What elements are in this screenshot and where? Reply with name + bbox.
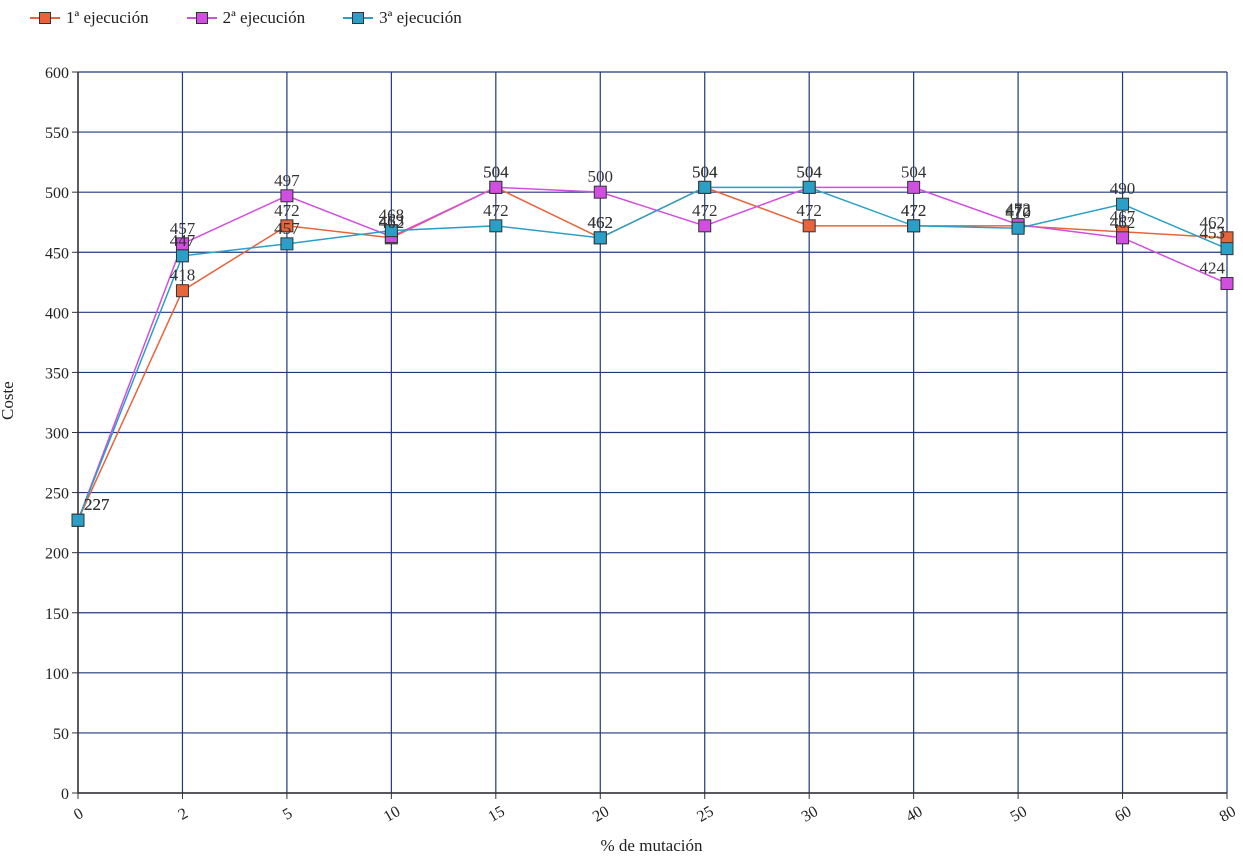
series-3-point (71, 513, 85, 527)
legend-item-series-2: 2ª ejecución (186, 8, 306, 28)
series-3-line (77, 186, 1228, 521)
legend-swatch-series-3 (343, 10, 374, 26)
legend-label-series-2: 2ª ejecución (222, 8, 306, 27)
series-2-data-label: 227 (84, 495, 110, 514)
series-3-data-label: 453 (1200, 224, 1226, 243)
series-3-point (489, 219, 503, 233)
y-tick-label: 100 (45, 666, 69, 683)
x-axis-title: % de mutación (600, 836, 703, 855)
series-3-data-label: 470 (1005, 203, 1031, 222)
series-2-point (1116, 231, 1130, 245)
series-2-data-label: 462 (1110, 213, 1136, 232)
series-1-data-label: 472 (901, 201, 927, 220)
y-tick-label: 600 (45, 65, 69, 82)
series-1-data-label: 418 (170, 266, 196, 285)
y-tick-label: 500 (45, 185, 69, 202)
series-2-data-label: 472 (692, 201, 718, 220)
series-2-point (698, 219, 712, 233)
series-3-point (1116, 197, 1130, 211)
series-2-point (1220, 276, 1234, 290)
series-2-data-label: 504 (483, 162, 509, 181)
series-1-data-label: 472 (1005, 201, 1031, 220)
x-tick-label: 20 (590, 803, 612, 826)
x-tick-label: 25 (694, 803, 716, 826)
series-2-data-label: 504 (796, 162, 822, 181)
series-1-line (77, 186, 1228, 521)
legend-swatch-series-1 (30, 10, 60, 26)
series-2-data-label: 497 (274, 171, 300, 190)
series-2-point (593, 185, 607, 199)
y-tick-label: 50 (53, 726, 69, 743)
series-1-data-label: 462 (379, 213, 405, 232)
legend-item-series-1: 1ª ejecución (30, 8, 149, 28)
series-3-point (698, 180, 712, 194)
series-3-point (280, 237, 294, 251)
series-3-point (384, 224, 398, 238)
series-3-point (1011, 221, 1025, 235)
series-3-data-label: 490 (1110, 179, 1136, 198)
series-2-point (280, 189, 294, 203)
series-3-data-label: 447 (170, 231, 196, 250)
x-tick-label: 10 (381, 803, 403, 826)
series-2-line (77, 186, 1228, 521)
series-3-point (175, 249, 189, 263)
y-tick-label: 0 (61, 786, 69, 803)
series-2-data-label: 457 (170, 219, 196, 238)
series-3-data-label: 468 (379, 206, 405, 225)
y-tick-label: 350 (45, 365, 69, 382)
series-1-data-label: 227 (84, 495, 110, 514)
x-tick-label: 50 (1008, 803, 1030, 826)
series-2-data-label: 424 (1200, 258, 1226, 277)
series-1-data-label: 462 (588, 213, 614, 232)
y-tick-label: 550 (45, 125, 69, 142)
legend-label-series-3: 3ª ejecución (379, 8, 462, 27)
legend-item-series-3: 3ª ejecución (343, 8, 462, 28)
y-tick-label: 200 (45, 546, 69, 563)
x-tick-label: 0 (71, 805, 86, 824)
series-3-data-label: 462 (588, 213, 614, 232)
y-axis-title: Coste (0, 381, 17, 420)
series-3-data-label: 472 (901, 201, 927, 220)
series-1-data-label: 504 (483, 162, 509, 181)
y-tick-label: 250 (45, 486, 69, 503)
series-1-point (175, 284, 189, 298)
y-tick-label: 300 (45, 426, 69, 443)
series-3-point (907, 219, 921, 233)
legend: 1ª ejecución 2ª ejecución 3ª ejecución (30, 8, 462, 28)
series-3-point (802, 180, 816, 194)
series-1-data-label: 467 (1110, 207, 1136, 226)
series-2-data-label: 463 (379, 212, 405, 231)
series-2-data-label: 473 (1005, 200, 1031, 219)
y-tick-label: 400 (45, 305, 69, 322)
series-1-data-label: 462 (1200, 213, 1226, 232)
series-2-point (907, 180, 921, 194)
series-3-data-label: 227 (84, 495, 110, 514)
x-tick-label: 30 (799, 803, 821, 826)
x-tick-label: 40 (903, 803, 925, 826)
series-1-point (280, 219, 294, 233)
series-3-data-label: 472 (483, 201, 509, 220)
series-2-data-label: 500 (588, 167, 614, 186)
series-2-point (489, 180, 503, 194)
series-3-point (593, 231, 607, 245)
series-1-data-label: 504 (692, 162, 718, 181)
series-1-data-label: 472 (796, 201, 822, 220)
legend-label-series-1: 1ª ejecución (66, 8, 149, 27)
legend-swatch-series-2 (186, 10, 217, 26)
x-tick-label: 2 (175, 805, 190, 824)
y-tick-label: 450 (45, 245, 69, 262)
series-3-data-label: 457 (274, 219, 300, 238)
y-tick-label: 150 (45, 606, 69, 623)
series-2-data-label: 504 (901, 162, 927, 181)
series-3-data-label: 504 (796, 162, 822, 181)
x-tick-label: 80 (1217, 803, 1239, 826)
series-3-point (1220, 242, 1234, 256)
x-tick-label: 60 (1112, 803, 1134, 826)
series-3-data-label: 504 (692, 162, 718, 181)
series-1-data-label: 472 (274, 201, 300, 220)
x-tick-label: 5 (280, 805, 295, 824)
series-1-point (802, 219, 816, 233)
x-tick-label: 15 (485, 803, 507, 826)
